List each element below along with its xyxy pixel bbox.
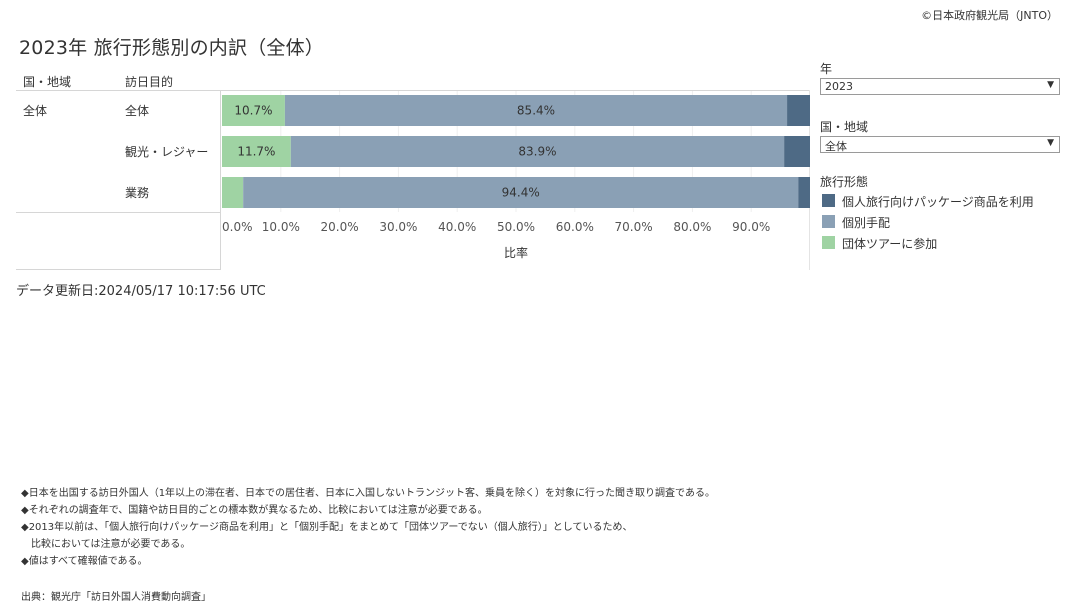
x-tick-label: 80.0% [673,220,711,234]
legend-title: 旅行形態 [820,175,869,189]
stacked-bar-chart: 10.7% 85.4% 11.7% 83.9% 94.4% 0.0% 10.0% 20.0% 3… [222,91,810,260]
x-tick-label: 40.0% [438,220,476,234]
legend-label: 個人旅行向けパッケージ商品を利用 [842,195,1034,209]
x-tick-label: 0.0% [222,220,253,234]
bar-segment [243,177,799,208]
legend-label: 団体ツアーに参加 [842,237,938,251]
year-filter-label: 年 [820,62,833,76]
source-text: 出典：観光庁「訪日外国人消費動向調査」 [21,592,211,603]
divider [16,269,221,270]
country-filter-label: 国・地域 [820,120,869,134]
bar-segment [784,136,810,167]
dropdown-arrow-icon: ▼ [1047,138,1054,148]
data-label: 11.7% [237,145,275,159]
x-axis-label: 比率 [504,245,528,260]
row-label-purpose: 全体 [125,104,150,118]
x-tick-label: 60.0% [556,220,594,234]
bar-segment [222,136,291,167]
bar-segment [290,136,785,167]
x-tick-label: 70.0% [615,220,653,234]
legend-swatch [822,236,835,249]
column-header-purpose: 訪日目的 [125,75,174,89]
data-label: 94.4% [502,186,540,200]
x-tick-label: 10.0% [262,220,300,234]
row-label-purpose: 業務 [125,186,150,200]
data-label: 10.7% [234,104,272,118]
country-select-value: 全体 [825,140,847,153]
row-label-purpose: 観光・レジャー [125,145,209,159]
year-select-value: 2023 [825,80,853,93]
bar-segment [798,177,810,208]
data-label: 83.9% [518,145,556,159]
divider [220,90,221,270]
bar-segment [284,95,788,126]
legend-swatch [822,194,835,207]
year-select[interactable]: 2023 ▼ [820,78,1060,95]
data-label: 85.4% [517,104,555,118]
row-label-country: 全体 [23,104,48,118]
column-header-country: 国・地域 [23,75,72,89]
country-select[interactable]: 全体 ▼ [820,136,1060,153]
x-tick-label: 90.0% [732,220,770,234]
legend-label: 個別手配 [842,216,891,230]
bar-segment [222,95,285,126]
divider [16,90,810,91]
note-line: 比較においては注意が必要である。 [21,539,191,550]
dropdown-arrow-icon: ▼ [1047,80,1054,90]
note-line: ◆値はすべて確報値である。 [21,556,148,567]
x-tick-label: 50.0% [497,220,535,234]
note-line: ◆それぞれの調査年で、国籍や訪日目的ごとの標本数が異なるため、比較においては注意… [21,505,488,516]
legend-swatch [822,215,835,228]
divider [16,212,221,213]
note-line: ◆日本を出国する訪日外国人（1年以上の滞在者、日本での居住者、日本に入国しないト… [21,488,715,499]
copyright-text: ©日本政府観光局（JNTO） [921,9,1058,22]
x-tick-label: 20.0% [321,220,359,234]
x-tick-label: 30.0% [379,220,417,234]
data-updated-text: データ更新日:2024/05/17 10:17:56 UTC [16,284,266,299]
bar-segment [222,177,244,208]
bar-segment [787,95,810,126]
page-title: 2023年 旅行形態別の内訳（全体） [19,37,324,59]
note-line: ◆2013年以前は、「個人旅行向けパッケージ商品を利用」と「個別手配」をまとめて… [21,522,633,533]
